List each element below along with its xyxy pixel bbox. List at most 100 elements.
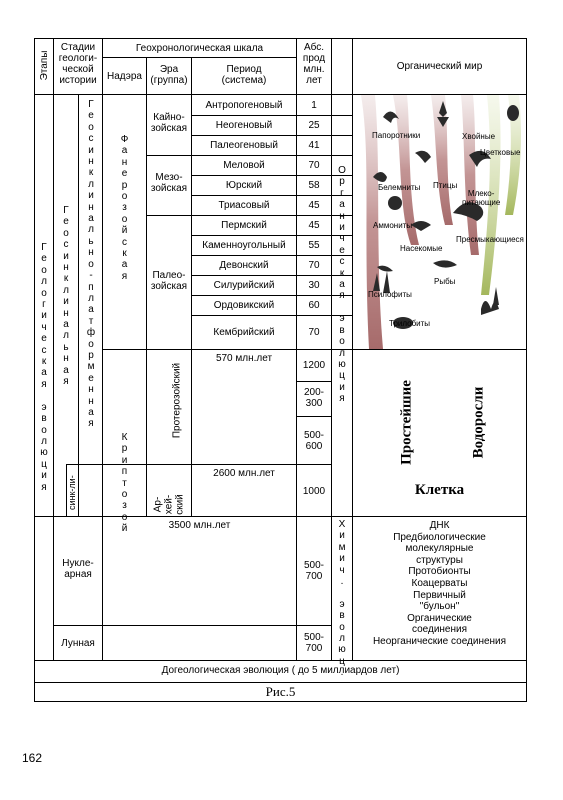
vertical-letter: л bbox=[63, 284, 69, 296]
vertical-letter: а bbox=[63, 364, 69, 376]
vertical-letter: н bbox=[88, 201, 94, 213]
period-name: Силурийский bbox=[213, 279, 275, 291]
abs-500-600: 500- 600 bbox=[303, 430, 324, 452]
chemistry-list: ДНК Предбиологические молекулярные струк… bbox=[372, 520, 507, 647]
period-abs: 70 bbox=[308, 259, 320, 271]
vertical-letter: и bbox=[88, 144, 94, 156]
vertical-letter: й bbox=[121, 523, 128, 535]
vertical-letter: л bbox=[41, 435, 47, 447]
vertical-letter: о bbox=[88, 258, 94, 270]
protokin-label: синк-ли- bbox=[67, 475, 77, 510]
vertical-letter: Г bbox=[63, 205, 69, 216]
vertical-letter: а bbox=[88, 304, 94, 316]
vertical-letter: о bbox=[88, 338, 94, 350]
vertical-letter: о bbox=[339, 336, 345, 348]
vertical-letter: п bbox=[121, 466, 128, 478]
period-name: Ордовикский bbox=[213, 299, 275, 311]
vertical-letter: н bbox=[339, 210, 345, 222]
vertical-letter: и bbox=[63, 250, 69, 262]
period-abs: 58 bbox=[308, 179, 320, 191]
org-psilophytes: Псилофиты bbox=[368, 290, 412, 299]
vertical-letter: н bbox=[88, 156, 94, 168]
era-mesozoic: Мезо- зойская bbox=[150, 172, 188, 194]
vertical-letter bbox=[341, 587, 344, 598]
vertical-letter: с bbox=[122, 236, 127, 248]
vertical-letter: . bbox=[340, 576, 344, 588]
organic-world-illustration bbox=[353, 95, 526, 349]
vertical-letter: к bbox=[41, 356, 47, 368]
vertical-letter: з bbox=[122, 500, 127, 512]
vertical-letter bbox=[341, 302, 344, 313]
vertical-letter: е bbox=[63, 216, 69, 228]
vertical-letter: я bbox=[41, 378, 47, 390]
vertical-letter: Г bbox=[88, 99, 94, 110]
vertical-letter: ц bbox=[41, 458, 47, 470]
vertical-letter: с bbox=[88, 133, 94, 145]
vertical-letter: е bbox=[88, 110, 94, 122]
vertical-letter: в bbox=[41, 413, 47, 425]
cell-label: Клетка bbox=[414, 482, 465, 498]
vertical-letter: ц bbox=[339, 655, 345, 667]
header-abs: Абс. прод млн. лет bbox=[302, 42, 326, 86]
vertical-letter: и bbox=[41, 470, 47, 482]
abs-nuclear: 500- 700 bbox=[303, 560, 324, 582]
org-birds: Птицы bbox=[433, 181, 458, 190]
vertical-letter: и bbox=[63, 296, 69, 308]
org-ferns: Папоротники bbox=[372, 131, 421, 140]
vertical-letter: и bbox=[339, 222, 345, 234]
vertical-letter: а bbox=[339, 199, 345, 211]
vertical-letter: н bbox=[63, 262, 69, 274]
period-abs: 45 bbox=[308, 219, 320, 231]
vertical-letter: с bbox=[339, 256, 345, 268]
vertical-letter: а bbox=[88, 406, 94, 418]
vertical-letter: ь bbox=[88, 235, 94, 247]
vertical-letter: г bbox=[42, 299, 46, 311]
org-insects: Насекомые bbox=[400, 244, 443, 253]
vertical-letter: я bbox=[88, 418, 94, 430]
vertical-letter: ч bbox=[339, 564, 345, 576]
stage-nuclear: Нукле- арная bbox=[62, 558, 94, 580]
vertical-letter: р bbox=[339, 176, 345, 188]
pregeological-evolution: Догеологическая эволюция ( до 5 миллиард… bbox=[161, 665, 400, 676]
vertical-letter: и bbox=[339, 381, 345, 393]
vertical-letter: я bbox=[41, 481, 47, 493]
period-name: Юрский bbox=[225, 179, 263, 191]
period-name: Девонский bbox=[219, 259, 269, 271]
vertical-letter: и bbox=[88, 190, 94, 202]
vertical-letter: в bbox=[339, 610, 345, 622]
vertical-letter: й bbox=[121, 225, 128, 237]
vertical-letter: м bbox=[338, 541, 346, 553]
vertical-letter: с bbox=[41, 344, 47, 356]
vertical-letter: о bbox=[41, 287, 47, 299]
vertical-letter: ю bbox=[40, 447, 48, 459]
protists-label: Простейшие bbox=[398, 380, 415, 465]
org-reptiles: Пресмыкающиеся bbox=[456, 235, 524, 244]
header-history: Стадии геологи- ческой истории bbox=[58, 42, 98, 86]
vertical-letter: к bbox=[339, 267, 345, 279]
vertical-letter: л bbox=[88, 224, 94, 236]
org-ammonites: Аммониты bbox=[373, 221, 413, 230]
vertical-letter: Г bbox=[41, 242, 47, 253]
vertical-letter: о bbox=[339, 621, 345, 633]
vertical-letter: л bbox=[88, 292, 94, 304]
vertical-letter: и bbox=[339, 553, 345, 565]
org-flowering: Цветковые bbox=[480, 148, 521, 157]
vertical-letter: ю bbox=[338, 358, 346, 370]
vertical-letter: л bbox=[88, 178, 94, 190]
header-nadera: Надэра bbox=[107, 71, 142, 82]
vertical-letter: О bbox=[338, 165, 346, 176]
period-abs: 60 bbox=[308, 299, 320, 311]
vertical-letter: о bbox=[41, 424, 47, 436]
vertical-letter: и bbox=[339, 530, 345, 542]
era-cenozoic: Кайно- зойская bbox=[150, 112, 188, 134]
period-abs: 45 bbox=[308, 199, 320, 211]
period-name: Каменноугольный bbox=[202, 239, 286, 251]
vertical-letter: ю bbox=[338, 644, 346, 656]
period-name: Пермский bbox=[221, 219, 267, 231]
vertical-letter: ь bbox=[63, 341, 69, 353]
